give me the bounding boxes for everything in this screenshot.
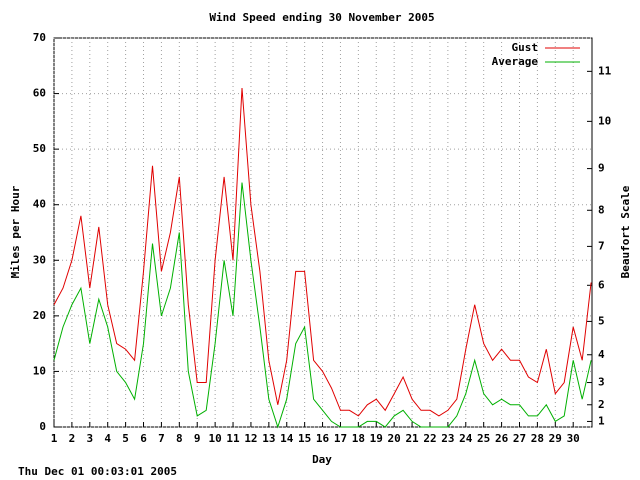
series-line bbox=[53, 87, 592, 417]
x-tick-label: 20 bbox=[388, 432, 401, 445]
x-tick-label: 11 bbox=[226, 432, 240, 445]
x-tick-label: 2 bbox=[69, 432, 76, 445]
x-tick-label: 4 bbox=[104, 432, 111, 445]
y2-tick-label: 3 bbox=[598, 376, 605, 389]
x-tick-label: 6 bbox=[140, 432, 147, 445]
x-tick-label: 9 bbox=[194, 432, 201, 445]
y2-axis-label: Beaufort Scale bbox=[619, 185, 632, 278]
y-tick-label: 60 bbox=[33, 87, 46, 100]
x-tick-label: 24 bbox=[459, 432, 473, 445]
legend-label: Average bbox=[492, 55, 539, 68]
series-line bbox=[53, 182, 592, 429]
plot-frame bbox=[53, 37, 593, 428]
x-tick-label: 8 bbox=[176, 432, 183, 445]
x-tick-label: 17 bbox=[334, 432, 347, 445]
x-tick-label: 28 bbox=[531, 432, 544, 445]
x-tick-label: 15 bbox=[298, 432, 311, 445]
y2-tick-label: 8 bbox=[598, 203, 605, 216]
y-tick-label: 40 bbox=[33, 198, 46, 211]
y2-tick-label: 11 bbox=[598, 64, 612, 77]
timestamp: Thu Dec 01 00:03:01 2005 bbox=[18, 465, 177, 478]
legend-label: Gust bbox=[512, 41, 539, 54]
y2-tick-label: 6 bbox=[598, 278, 605, 291]
x-tick-label: 30 bbox=[567, 432, 580, 445]
x-tick-label: 21 bbox=[405, 432, 419, 445]
y2-tick-label: 9 bbox=[598, 162, 605, 175]
y-tick-label: 50 bbox=[33, 142, 46, 155]
x-tick-label: 13 bbox=[262, 432, 275, 445]
x-tick-label: 18 bbox=[352, 432, 365, 445]
y2-tick-label: 7 bbox=[598, 239, 605, 252]
x-tick-label: 26 bbox=[495, 432, 509, 445]
y2-tick-label: 4 bbox=[598, 348, 605, 361]
x-tick-label: 25 bbox=[477, 432, 490, 445]
x-tick-label: 5 bbox=[122, 432, 129, 445]
x-tick-label: 1 bbox=[51, 432, 58, 445]
y-tick-label: 70 bbox=[33, 31, 46, 44]
y-tick-label: 30 bbox=[33, 253, 46, 266]
x-axis-label: Day bbox=[312, 453, 332, 466]
y2-tick-label: 1 bbox=[598, 414, 605, 427]
chart-title: Wind Speed ending 30 November 2005 bbox=[209, 11, 434, 24]
x-tick-label: 16 bbox=[316, 432, 330, 445]
y2-tick-label: 10 bbox=[598, 114, 611, 127]
x-tick-label: 12 bbox=[244, 432, 257, 445]
x-tick-label: 3 bbox=[86, 432, 93, 445]
y2-tick-label: 5 bbox=[598, 314, 605, 327]
x-tick-label: 27 bbox=[513, 432, 526, 445]
x-tick-label: 19 bbox=[370, 432, 383, 445]
y-tick-label: 10 bbox=[33, 364, 46, 377]
x-tick-label: 22 bbox=[423, 432, 436, 445]
x-tick-label: 14 bbox=[280, 432, 294, 445]
x-tick-label: 23 bbox=[441, 432, 454, 445]
x-tick-label: 7 bbox=[158, 432, 165, 445]
y2-tick-label: 2 bbox=[598, 398, 605, 411]
y-axis-label: Miles per Hour bbox=[9, 185, 22, 278]
x-tick-label: 29 bbox=[549, 432, 562, 445]
y-tick-label: 0 bbox=[39, 420, 46, 433]
x-tick-label: 10 bbox=[209, 432, 222, 445]
y-tick-label: 20 bbox=[33, 309, 46, 322]
